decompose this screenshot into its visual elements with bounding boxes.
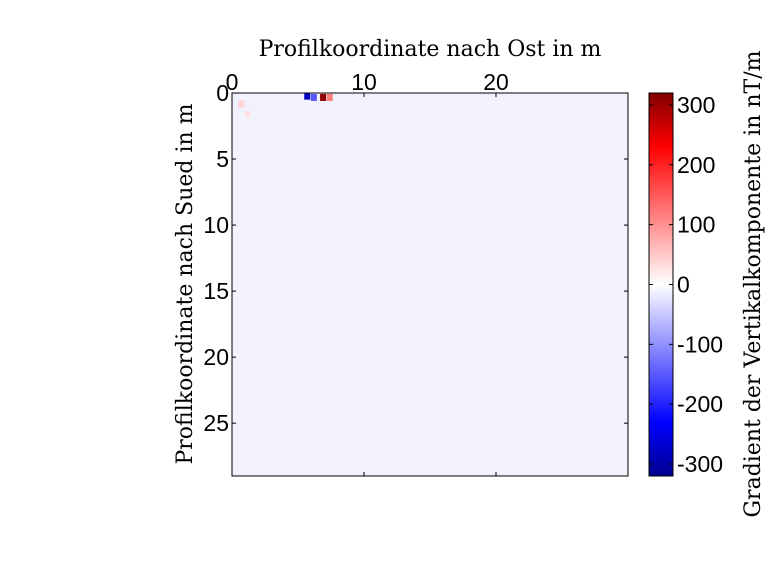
anomaly-cells	[238, 92, 333, 119]
colorbar-tick-label: -100	[677, 331, 723, 357]
y-axis-label: Profilkoordinate nach Sued in m	[173, 103, 198, 464]
anomaly-cell	[320, 93, 327, 101]
colorbar-tick-group: 300 200 100 0 -100 -200 -300	[649, 92, 723, 477]
y-tick-label: 10	[203, 212, 229, 238]
anomaly-cell	[326, 93, 333, 101]
colorbar-tick-label: 100	[677, 212, 715, 238]
colorbar: 300 200 100 0 -100 -200 -300 Gradient der Vert…	[648, 50, 766, 518]
colorbar-tick-label: 300	[677, 92, 715, 118]
x-tick-label: 10	[351, 69, 377, 95]
heatmap-background	[232, 93, 628, 476]
colorbar-tick-label: 200	[677, 152, 715, 178]
colorbar-tick-label: -200	[677, 391, 723, 417]
colorbar-tick-label: 0	[677, 272, 690, 298]
x-tick-label: 0	[226, 69, 239, 95]
heatmap-axes: 0 10 20 0 5 10 15 20 25 Profilkoordinate nach O…	[173, 37, 629, 477]
colorbar-tick-label: -300	[677, 451, 723, 477]
y-tick-label: 0	[216, 80, 229, 106]
y-tick-label: 25	[203, 410, 229, 436]
x-tick-group: 0 10 20	[226, 69, 509, 476]
anomaly-cell	[238, 100, 245, 108]
y-tick-label: 20	[203, 344, 229, 370]
x-axis-label: Profilkoordinate nach Ost in m	[259, 37, 602, 62]
x-tick-label: 20	[483, 69, 509, 95]
y-tick-group: 0 5 10 15 20 25	[203, 80, 628, 436]
plot-frame	[231, 92, 629, 477]
y-tick-label: 15	[203, 278, 229, 304]
colorbar-label: Gradient der Vertikalkomponente in nT/m	[741, 50, 766, 517]
anomaly-cell	[310, 93, 317, 101]
y-tick-label: 5	[216, 146, 229, 172]
anomaly-cell	[244, 111, 251, 119]
anomaly-cell	[304, 92, 311, 100]
